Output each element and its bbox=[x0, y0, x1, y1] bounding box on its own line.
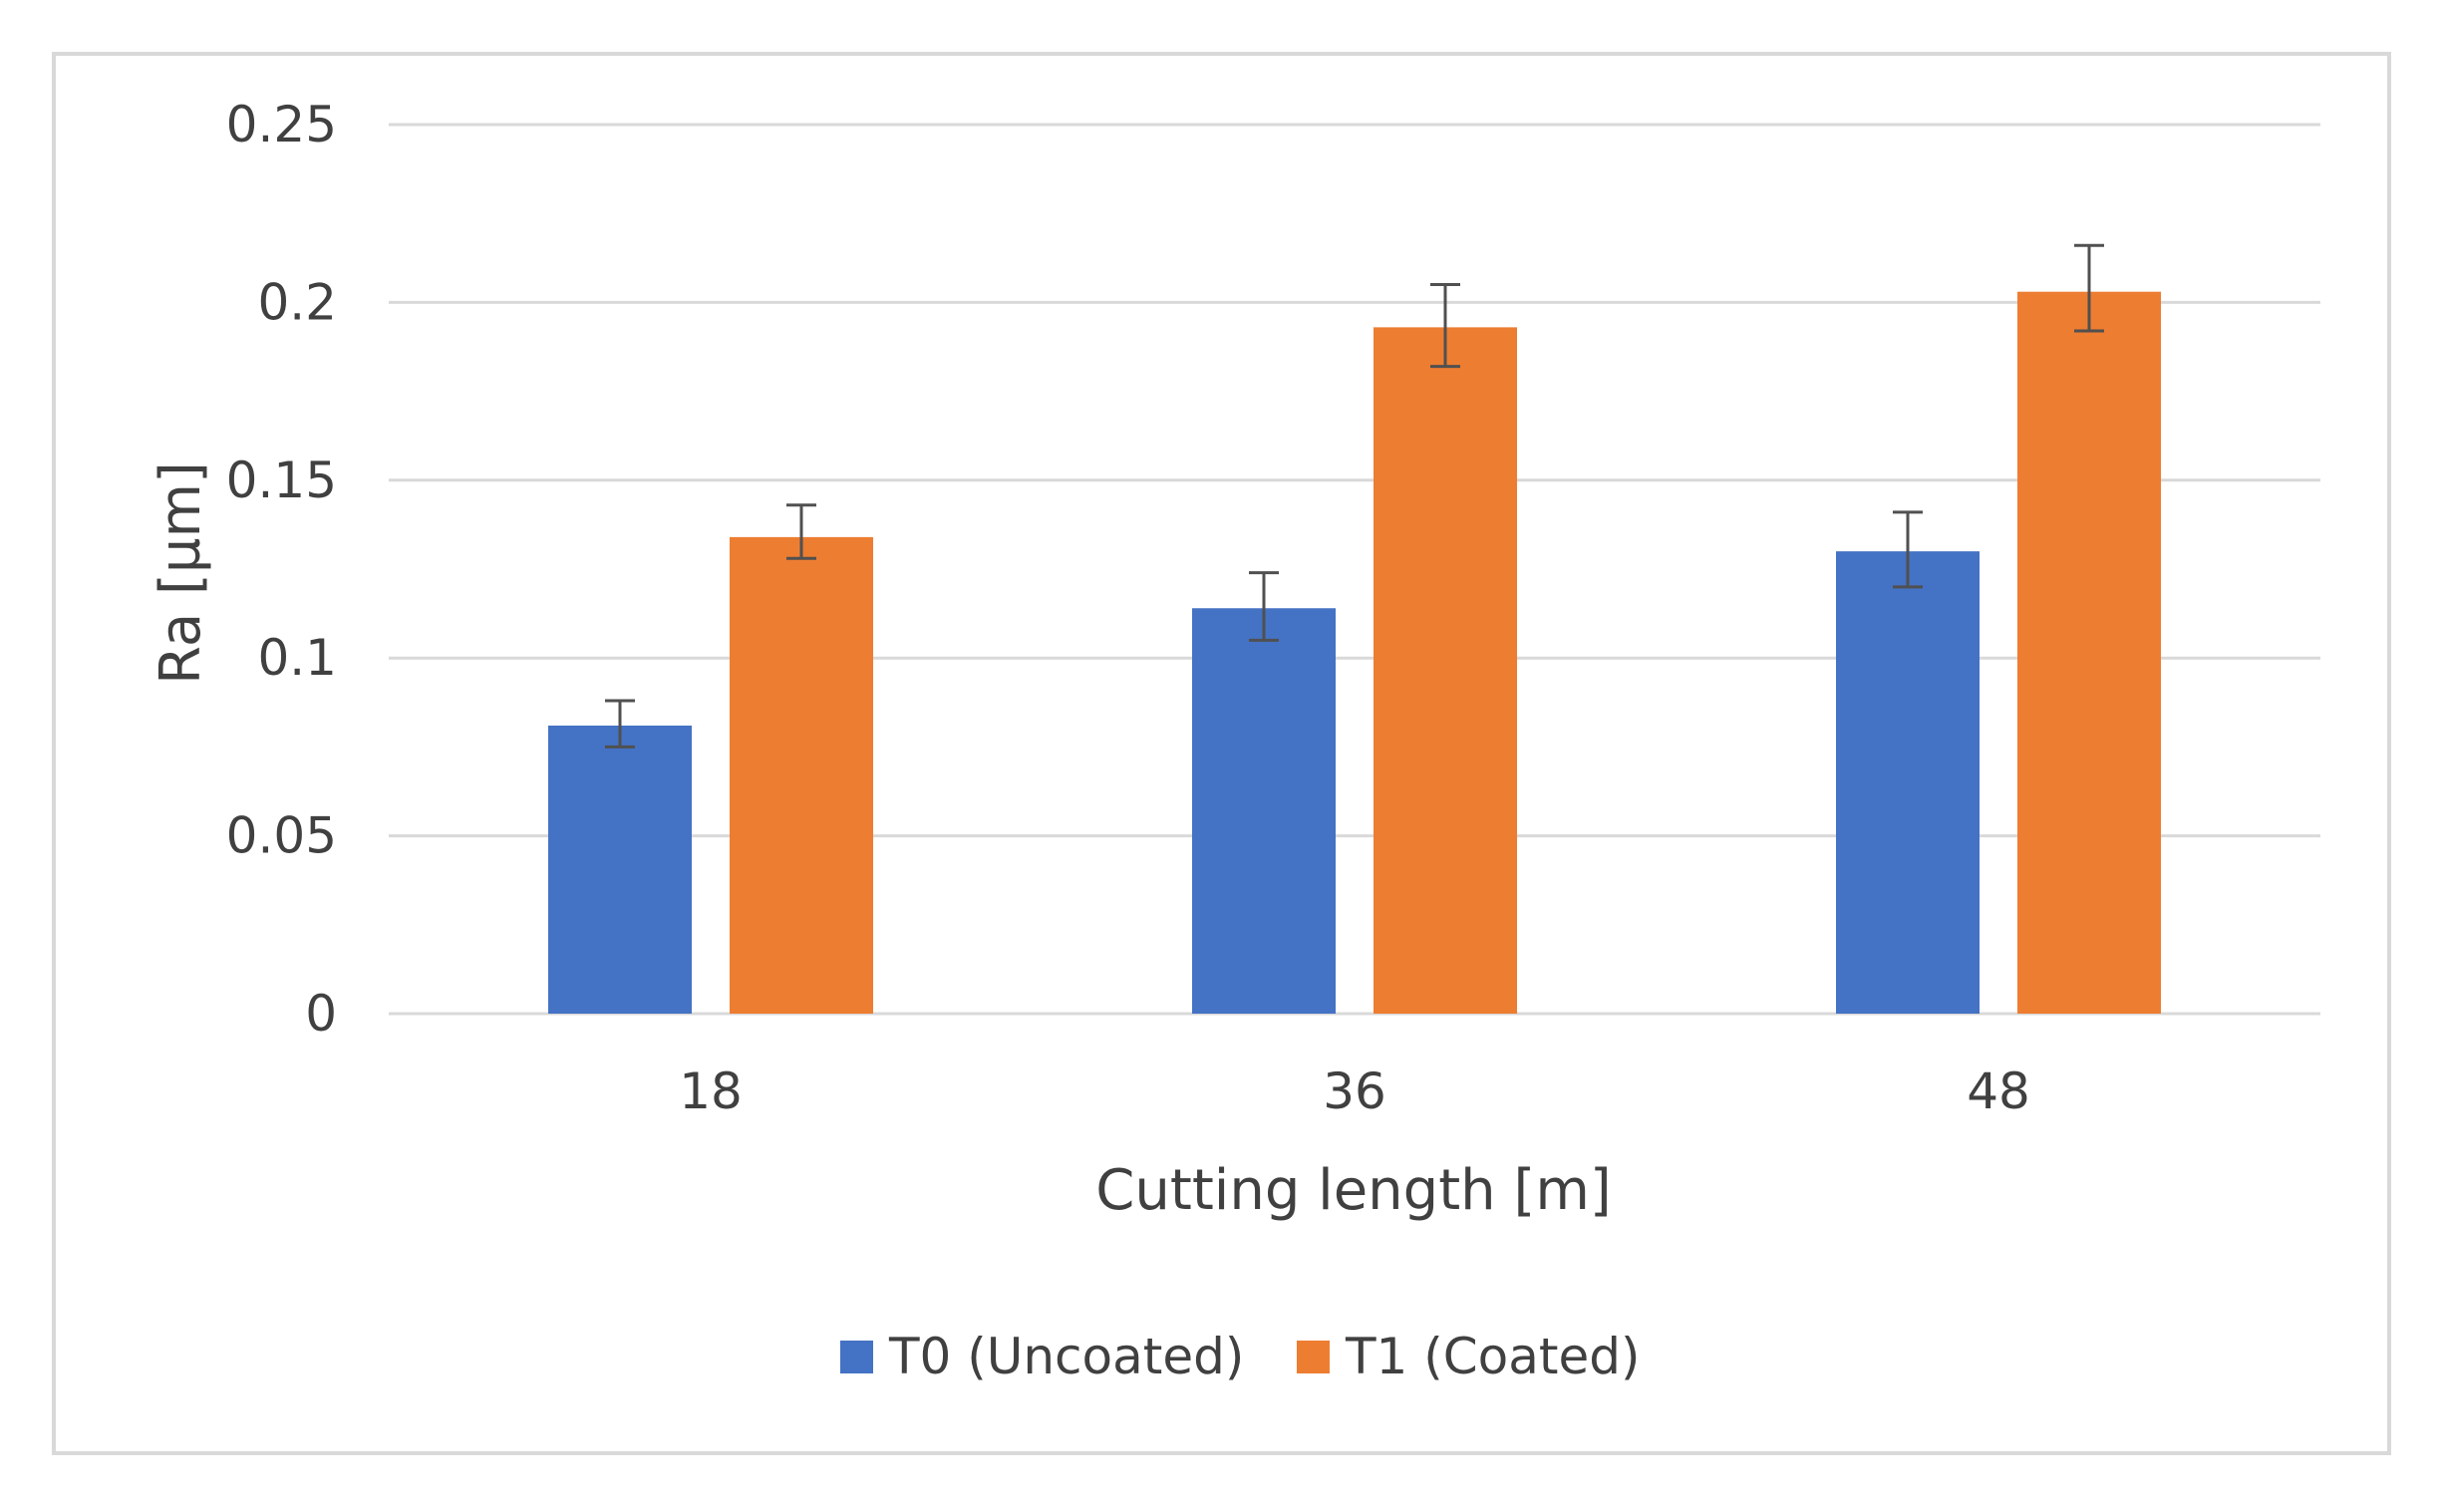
bar-t0-36 bbox=[1192, 608, 1336, 1014]
bar-t1-48 bbox=[2017, 291, 2161, 1014]
y-tick-label: 0.2 bbox=[257, 273, 337, 331]
x-axis-ticks: 18 36 48 bbox=[679, 1062, 2030, 1120]
y-axis-title: Ra [µm] bbox=[149, 461, 213, 685]
y-tick-label: 0 bbox=[305, 985, 337, 1043]
x-tick-label: 48 bbox=[1967, 1062, 2030, 1120]
legend: T0 (Uncoated) T1 (Coated) bbox=[840, 1328, 1641, 1385]
bar-t0-18 bbox=[548, 725, 692, 1014]
legend-swatch-t0 bbox=[840, 1341, 873, 1373]
legend-label-t1: T1 (Coated) bbox=[1345, 1328, 1641, 1385]
y-axis-ticks: 0 0.05 0.1 0.15 0.2 0.25 bbox=[226, 96, 337, 1043]
bar-t1-36 bbox=[1374, 327, 1517, 1015]
bar-t1-18 bbox=[730, 536, 873, 1014]
gridlines bbox=[389, 123, 2320, 1016]
y-tick-label: 0.05 bbox=[226, 807, 337, 865]
legend-label-t0: T0 (Uncoated) bbox=[888, 1328, 1244, 1385]
x-axis-title: Cutting length [m] bbox=[1095, 1158, 1611, 1223]
x-tick-label: 36 bbox=[1323, 1062, 1386, 1120]
bars bbox=[548, 291, 2161, 1015]
y-tick-label: 0.15 bbox=[226, 452, 337, 509]
y-tick-label: 0.25 bbox=[226, 96, 337, 153]
bar-t0-48 bbox=[1836, 551, 1980, 1014]
legend-swatch-t1 bbox=[1297, 1341, 1330, 1373]
error-bars bbox=[605, 243, 2104, 749]
x-tick-label: 18 bbox=[679, 1062, 743, 1120]
y-tick-label: 0.1 bbox=[257, 629, 337, 687]
